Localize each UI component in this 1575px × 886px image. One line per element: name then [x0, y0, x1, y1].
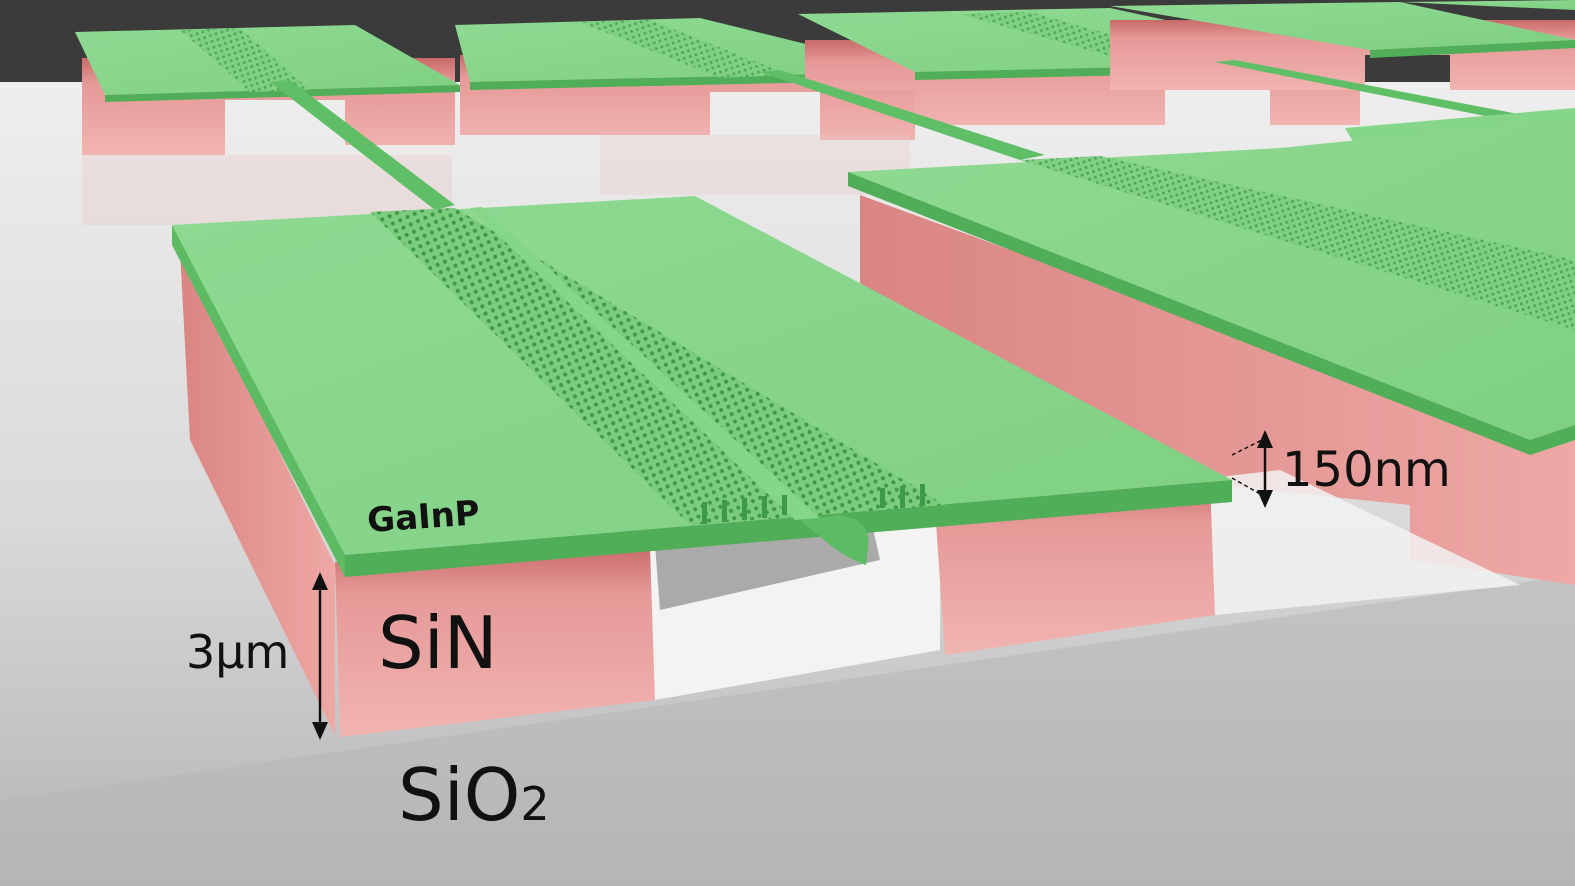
sio2-subscript: 2	[520, 777, 549, 831]
sio2-label: SiO2	[398, 753, 550, 837]
waveguide-1	[270, 80, 455, 210]
waveguide-3	[1215, 60, 1550, 125]
membrane-thickness-arrow	[1231, 430, 1273, 508]
sin-support-left	[180, 250, 335, 735]
sin-support-front-right	[935, 478, 1215, 655]
gainp-left-edge	[172, 225, 345, 577]
gainp-label: GaInP	[366, 493, 481, 541]
substrate-front-face	[0, 575, 1575, 886]
waveguide-2	[760, 70, 1045, 160]
sio2-base: SiO	[398, 753, 520, 837]
membrane-thickness-label: 150nm	[1282, 442, 1451, 498]
support-right-gap	[1210, 470, 1520, 615]
line-defect	[470, 207, 820, 520]
sin-label: SiN	[378, 601, 498, 685]
gainp-front-edge	[345, 480, 1232, 577]
support-thickness-arrow	[312, 572, 328, 740]
main-device	[172, 196, 1520, 737]
support-thickness-label: 3µm	[186, 625, 289, 679]
edge-corrugation	[702, 484, 925, 524]
waveguide-taper	[800, 515, 869, 565]
sin-support-front-left	[335, 545, 655, 737]
photonic-crystal	[370, 208, 945, 525]
back-device-4	[1110, 0, 1575, 90]
right-device	[848, 108, 1575, 585]
